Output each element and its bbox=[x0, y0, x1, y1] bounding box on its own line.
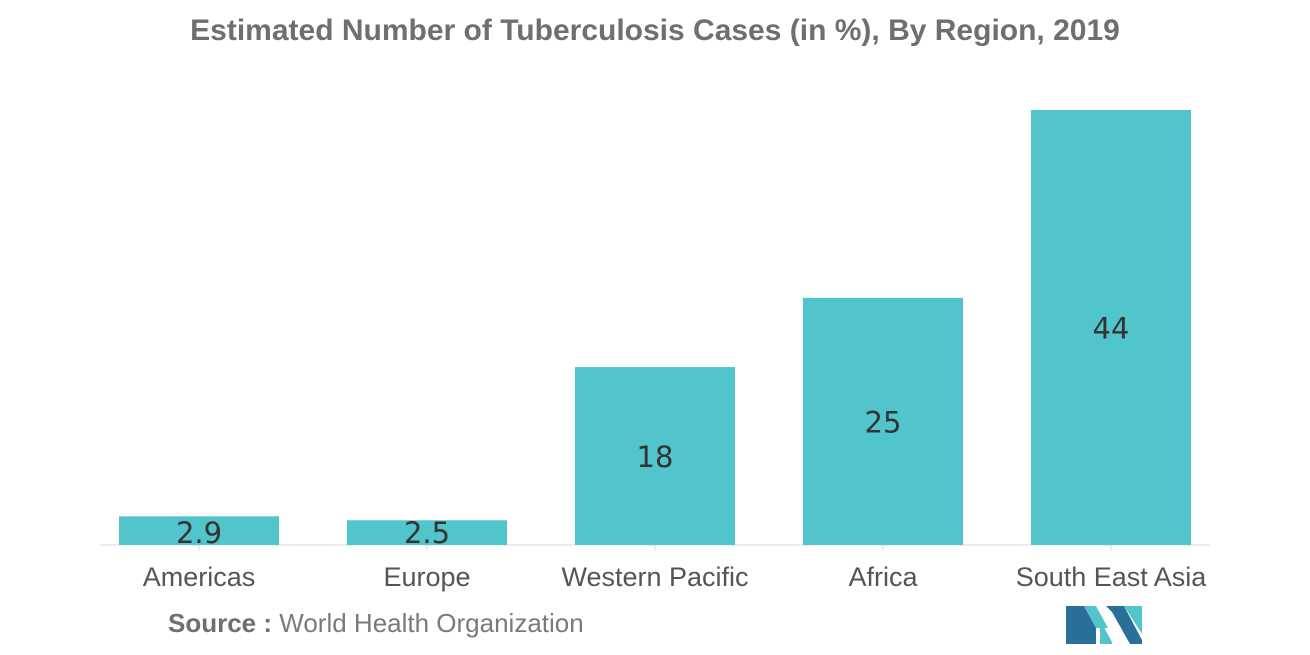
source-label: Source : bbox=[168, 608, 273, 638]
bar-africa bbox=[803, 297, 963, 545]
x-tick-label: Americas bbox=[143, 562, 256, 592]
mordor-logo-icon bbox=[1066, 606, 1142, 644]
bar-americas bbox=[119, 516, 279, 545]
source-text: World Health Organization bbox=[279, 608, 584, 638]
bar-south-east-asia bbox=[1031, 110, 1191, 545]
data-label: 25 bbox=[865, 405, 902, 439]
data-label: 2.9 bbox=[176, 516, 222, 550]
data-label: 44 bbox=[1093, 312, 1130, 346]
data-label: 2.5 bbox=[404, 516, 450, 550]
x-tick-label: Europe bbox=[383, 562, 470, 592]
bar-europe bbox=[347, 520, 507, 545]
x-tick-label: South East Asia bbox=[1016, 562, 1208, 592]
x-tick-label: Africa bbox=[848, 562, 918, 592]
data-label: 18 bbox=[637, 440, 674, 474]
x-tick-label: Western Pacific bbox=[561, 562, 748, 592]
chart-title: Estimated Number of Tuberculosis Cases (… bbox=[190, 14, 1120, 47]
source-note: Source : World Health Organization bbox=[168, 608, 584, 639]
bar-western-pacific bbox=[575, 367, 735, 545]
bar-chart: 2.9 Americas 2.5 Europe 18 Western Pacific 25 A… bbox=[100, 110, 1210, 592]
